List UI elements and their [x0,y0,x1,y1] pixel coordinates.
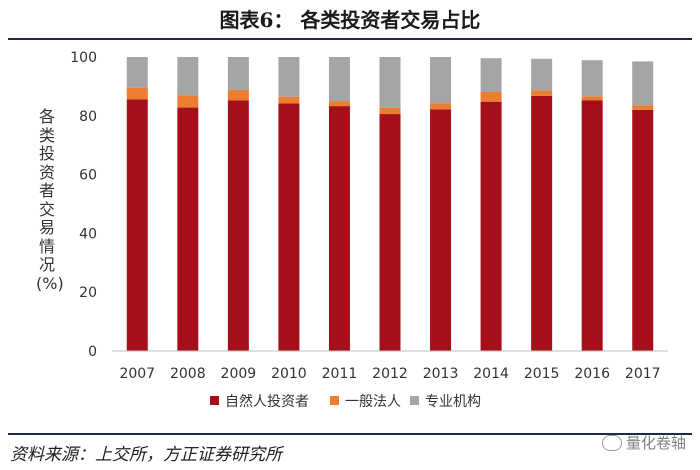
bar-natural-person [531,95,553,351]
bar-general-corporate [227,89,249,101]
x-tick-label: 2015 [524,366,560,382]
y-tick-label: 40 [79,226,97,242]
watermark-text: 量化卷轴 [625,434,686,452]
bar-general-corporate [531,90,553,96]
y-axis-label-char: 投 [38,144,55,163]
x-tick-label: 2017 [625,366,661,382]
chart-area: 0 20 40 60 80 100 2007 2008 2009 2010 2011 2012 2013… [0,40,700,430]
y-axis-label-char: 情 [38,236,55,256]
bar-natural-person [177,107,199,352]
y-tick-label: 0 [88,344,97,360]
bar-general-corporate [430,103,452,110]
bar-natural-person [328,106,350,352]
title-divider [8,38,692,40]
bar-general-corporate [177,95,199,108]
bar-natural-person [278,103,300,351]
x-tick-label: 2014 [473,366,509,382]
x-tick-label: 2008 [170,366,206,382]
y-axis-label-char: 者 [38,181,55,200]
bar-institutional [328,57,350,102]
y-axis-label-char: 易 [38,218,55,237]
bar-institutional [177,57,199,96]
footer-divider [8,433,692,435]
y-axis-label-char: 交 [38,199,55,219]
y-axis-label: 各类投资者交易情况 (%) [36,107,64,293]
bar-natural-person [430,109,452,351]
x-tick-label: 2013 [423,366,459,382]
bar-general-corporate [379,107,401,115]
legend-label: 专业机构 [425,394,481,410]
wechat-icon [601,434,622,451]
y-axis-label-char: (%) [36,273,64,293]
stacked-bar-chart: 0 20 40 60 80 100 2007 2008 2009 2010 2011 2012 2013… [70,50,668,410]
y-tick-label: 20 [79,285,97,301]
bar-institutional [278,57,300,97]
y-axis-label-char: 况 [38,255,55,274]
bar-institutional [126,57,148,88]
bar-institutional [581,60,603,97]
source-note: 资料来源：上交所，方正证券研究所 [10,445,282,465]
bar-general-corporate [581,96,603,101]
bar-natural-person [379,114,401,351]
y-tick-label: 60 [79,168,97,184]
x-tick-label: 2007 [119,366,155,382]
x-tick-label: 2010 [271,366,307,382]
bar-general-corporate [278,96,300,104]
bar-institutional [227,57,249,90]
legend-label: 自然人投资者 [225,393,309,410]
bar-natural-person [632,109,654,351]
bar-natural-person [126,99,148,351]
bar-institutional [379,57,401,108]
x-tick-label: 2016 [574,366,610,382]
bar-natural-person [480,101,502,351]
bar-general-corporate [632,105,654,110]
x-tick-label: 2009 [221,366,257,382]
bar-natural-person [227,100,249,352]
bar-institutional [430,57,452,104]
bar-general-corporate [126,87,148,100]
watermark: 量化卷轴 [601,432,686,453]
y-axis-label-char: 类 [38,125,55,145]
legend-swatch [330,396,339,405]
x-tick-label: 2012 [372,366,408,382]
bar-general-corporate [328,101,350,107]
legend-swatch [410,396,419,405]
legend-swatch [210,396,219,405]
y-axis-label-char: 各 [38,107,55,126]
y-tick-label: 80 [79,109,97,125]
legend-label: 一般法人 [345,394,401,410]
figure-header: 图表6： 各类投资者交易占比 [0,0,700,40]
y-axis-label-char: 资 [38,162,55,182]
bar-institutional [480,58,502,92]
bar-institutional [632,61,654,106]
y-tick-label: 100 [70,50,97,66]
bar-natural-person [581,100,603,351]
bar-institutional [531,58,553,91]
bar-general-corporate [480,91,502,102]
x-tick-label: 2011 [322,366,358,382]
figure-title: 图表6： 各类投资者交易占比 [219,8,481,32]
